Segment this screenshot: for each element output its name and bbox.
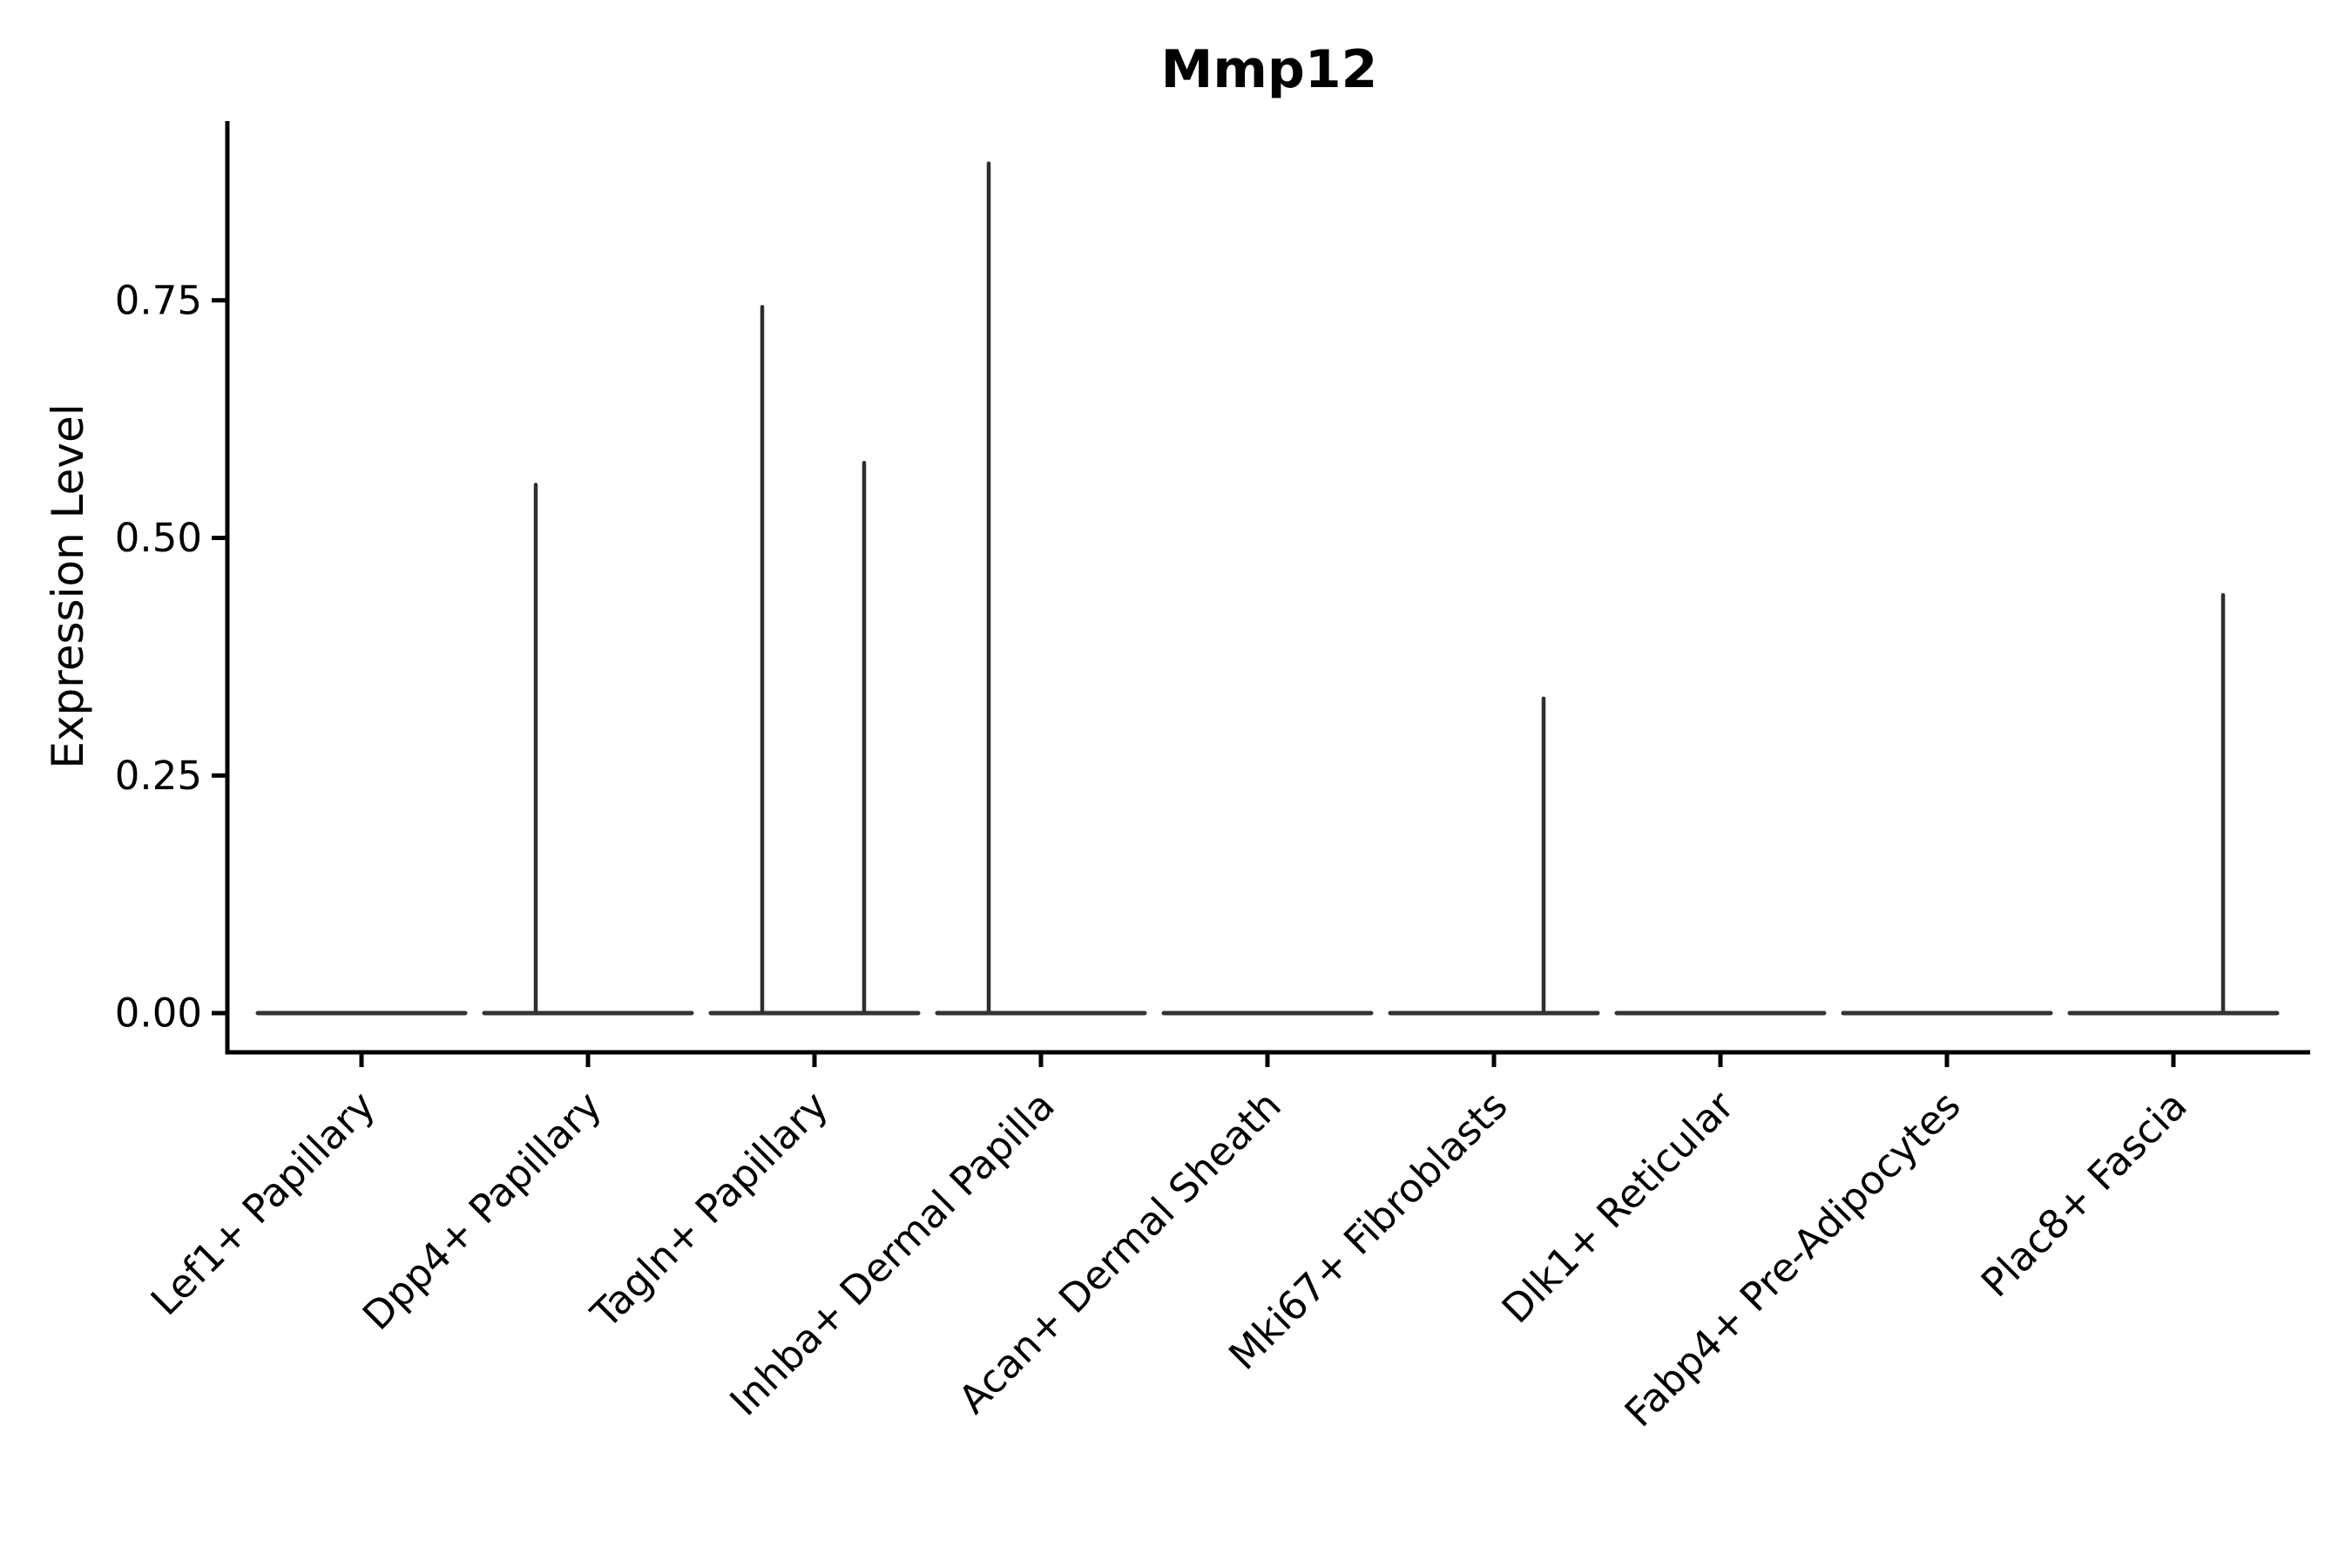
x-tick-label: Dlk1+ Reticular xyxy=(1493,1082,1743,1332)
violin-tagln-papillary xyxy=(708,305,921,1016)
y-tick-label: 0.50 xyxy=(115,515,202,561)
y-axis-label: Expression Level xyxy=(43,403,93,768)
chart-title: Mmp12 xyxy=(1161,39,1378,100)
violin-inhba-dermal-papilla xyxy=(935,161,1147,1016)
axes xyxy=(225,121,2310,1055)
violin-mki67-fibroblasts xyxy=(1388,696,1600,1016)
x-tick-label: Tagln+ Papillary xyxy=(582,1082,837,1337)
x-tick-label: Plac8+ Fascia xyxy=(1972,1082,2196,1306)
y-tick-label: 0.75 xyxy=(115,277,202,323)
y-tick-label: 0.00 xyxy=(115,990,202,1037)
y-tick-label: 0.25 xyxy=(115,753,202,799)
violins-layer xyxy=(255,161,2280,1016)
violin-dpp4-papillary xyxy=(482,483,694,1016)
y-axis-ticks: 0.00 0.25 0.50 0.75 xyxy=(115,277,226,1037)
x-tick-label: Lef1+ Papillary xyxy=(142,1082,384,1324)
x-tick-label: Dpp4+ Papillary xyxy=(354,1082,611,1339)
violin-plac8-fascia xyxy=(2067,592,2280,1016)
